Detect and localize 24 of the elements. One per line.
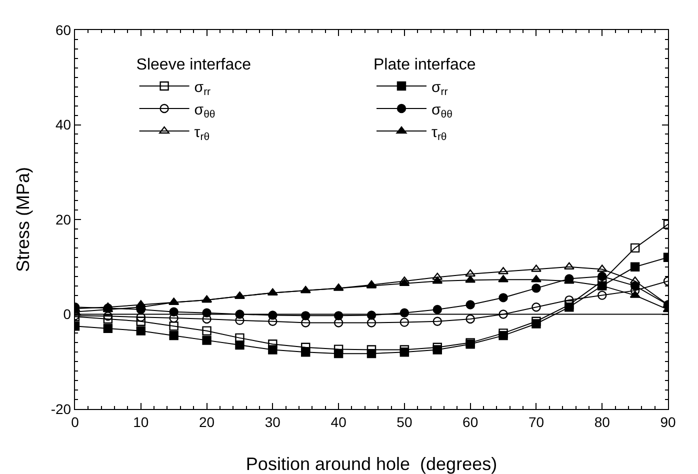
text: Sleeve interface bbox=[136, 56, 252, 74]
legend-label: σ$_{θθ}$ bbox=[432, 101, 453, 120]
x-tick-label: 60 bbox=[462, 414, 478, 430]
legend-label: σ$_{θθ}$ bbox=[194, 101, 216, 120]
y-tick-label: 40 bbox=[56, 116, 72, 133]
x-tick-label: 10 bbox=[133, 414, 149, 430]
y-tick-label: 60 bbox=[56, 22, 72, 38]
x-tick-label: 30 bbox=[264, 414, 281, 430]
legend-label: σ$_{rr}$ bbox=[432, 78, 448, 98]
legend-label: σ$_{rr}$ bbox=[194, 78, 212, 98]
y-tick-label: 20 bbox=[56, 211, 72, 228]
y-axis-title: Stress (MPa) bbox=[12, 166, 33, 272]
x-tick-label: 70 bbox=[528, 414, 544, 430]
x-axis-title: Position around hole (degrees) bbox=[246, 454, 498, 474]
x-tick-label: 50 bbox=[396, 414, 412, 430]
x-tick-label: 40 bbox=[330, 414, 347, 430]
text: Plate interface bbox=[374, 56, 476, 74]
x-tick-label: 80 bbox=[594, 414, 610, 430]
legend-label: τ$_{rθ}$ bbox=[194, 124, 210, 143]
legend-label: τ$_{rθ}$ bbox=[432, 124, 447, 143]
x-tick-label: 20 bbox=[198, 414, 215, 430]
y-tick-label: 0 bbox=[63, 306, 72, 322]
x-tick-label: 90 bbox=[660, 414, 676, 430]
y-tick-label: -20 bbox=[50, 400, 72, 417]
